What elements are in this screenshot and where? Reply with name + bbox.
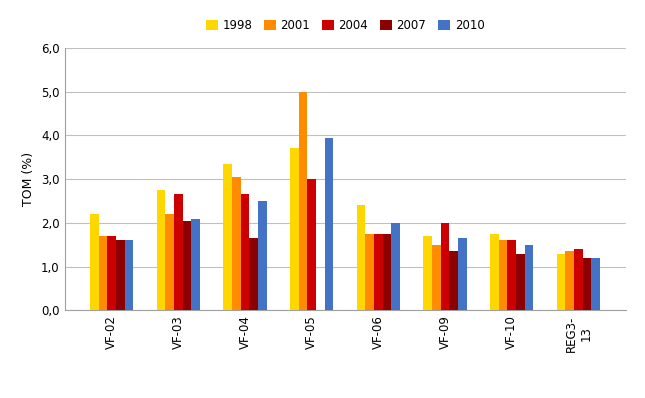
Bar	[250, 238, 258, 310]
Bar	[566, 252, 574, 310]
Bar	[90, 214, 99, 310]
Bar	[374, 234, 382, 310]
Bar	[241, 195, 250, 310]
Bar	[583, 258, 591, 310]
Bar	[357, 205, 366, 310]
Bar	[516, 254, 525, 310]
Bar	[392, 223, 400, 310]
Bar	[99, 236, 107, 310]
Bar	[165, 214, 174, 310]
Bar	[525, 245, 533, 310]
Bar	[382, 234, 392, 310]
Bar	[299, 92, 308, 310]
Bar	[450, 252, 458, 310]
Bar	[591, 258, 600, 310]
Bar	[290, 148, 299, 310]
Bar	[192, 219, 200, 310]
Bar	[557, 254, 566, 310]
Bar	[124, 240, 134, 310]
Bar	[574, 249, 583, 310]
Bar	[324, 138, 333, 310]
Bar	[490, 234, 499, 310]
Bar	[423, 236, 432, 310]
Bar	[432, 245, 441, 310]
Bar	[232, 177, 241, 310]
Bar	[366, 234, 374, 310]
Bar	[458, 238, 467, 310]
Bar	[223, 164, 232, 310]
Bar	[258, 201, 267, 310]
Y-axis label: TOM (%): TOM (%)	[23, 152, 35, 206]
Bar	[107, 236, 116, 310]
Bar	[508, 240, 516, 310]
Bar	[183, 220, 192, 310]
Bar	[157, 190, 165, 310]
Bar	[174, 195, 183, 310]
Bar	[116, 240, 124, 310]
Bar	[441, 223, 450, 310]
Legend: 1998, 2001, 2004, 2007, 2010: 1998, 2001, 2004, 2007, 2010	[201, 14, 489, 37]
Bar	[499, 240, 508, 310]
Bar	[308, 179, 316, 310]
